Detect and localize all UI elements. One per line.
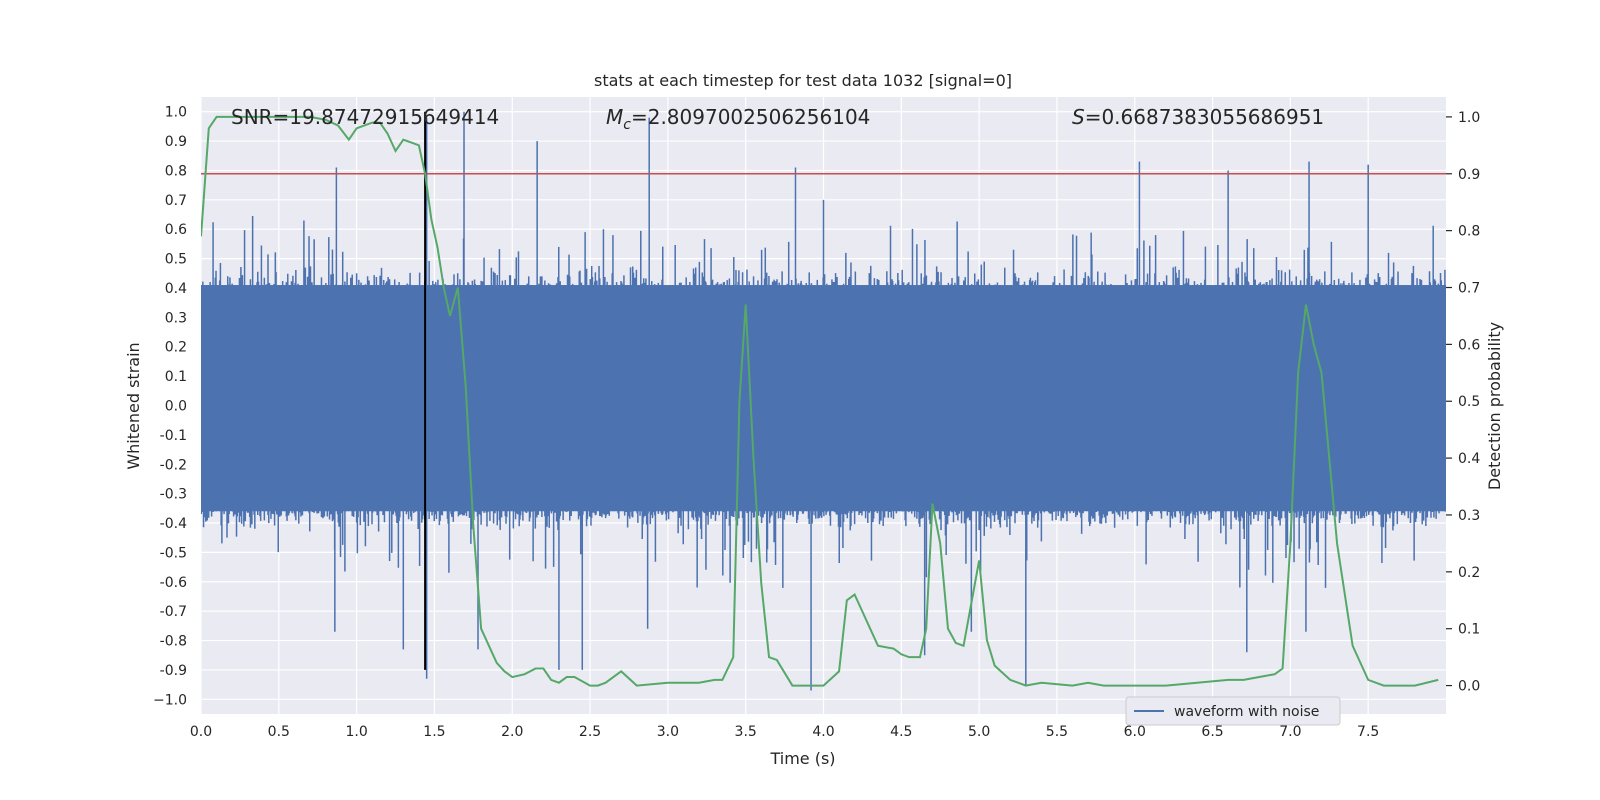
y-right-tick-label: 1.0 (1458, 110, 1480, 126)
y-left-tick-label: -0.7 (160, 604, 187, 620)
y-left-tick-label: 0.0 (165, 399, 187, 415)
y-left-tick-label: −1.0 (153, 692, 187, 708)
y-right-tick-label: 0.2 (1458, 565, 1480, 581)
y-left-tick-label: 0.1 (165, 369, 187, 385)
legend-entry-waveform: waveform with noise (1174, 704, 1319, 720)
y-right-axis-ticks: 1.0 0.9 0.8 0.7 0.6 0.5 0.4 0.3 0.2 0.1 0.0 (1446, 110, 1480, 695)
series-detection-probability-line (201, 115, 1439, 687)
x-tick-label: 0.5 (268, 724, 290, 740)
y-left-tick-label: 0.5 (165, 252, 187, 268)
y-right-axis-label: Detection probability (1485, 322, 1504, 490)
chart-title: stats at each timestep for test data 103… (594, 71, 1012, 90)
y-right-tick-label: 0.6 (1458, 337, 1480, 353)
x-tick-label: 6.0 (1124, 724, 1146, 740)
y-left-tick-label: 0.9 (165, 134, 187, 150)
x-tick-label: 3.0 (657, 724, 679, 740)
x-tick-label: 4.5 (890, 724, 912, 740)
y-right-tick-label: 0.9 (1458, 167, 1480, 183)
x-axis-label: Time (s) (769, 749, 835, 768)
series-waveform-with-noise (201, 111, 1446, 691)
y-left-axis-label: Whitened strain (124, 342, 143, 469)
y-right-tick-label: 0.4 (1458, 451, 1480, 467)
annotation-snr: SNR=19.87472915649414 (231, 105, 499, 129)
x-tick-label: 5.0 (968, 724, 990, 740)
y-left-tick-label: -0.1 (160, 428, 187, 444)
x-tick-label: 1.0 (345, 724, 367, 740)
annotation-s: S=0.6687383055686951 (1072, 105, 1324, 129)
y-left-tick-label: 0.7 (165, 193, 187, 209)
y-left-tick-label: -0.3 (160, 487, 187, 503)
x-tick-label: 2.0 (501, 724, 523, 740)
y-right-tick-label: 0.0 (1458, 679, 1480, 695)
annotation-chirp-mass: Mc=2.8097002506256104 (606, 105, 870, 133)
x-axis-ticks: 0.0 0.5 1.0 1.5 2.0 2.5 3.0 3.5 4.0 4.5 5.0 5.5 6.0 6… (190, 724, 1379, 740)
y-left-tick-label: 0.3 (165, 310, 187, 326)
y-left-tick-label: 0.6 (165, 222, 187, 238)
x-tick-label: 6.5 (1201, 724, 1223, 740)
y-right-tick-label: 0.8 (1458, 224, 1480, 240)
y-left-tick-label: 0.8 (165, 163, 187, 179)
x-tick-label: 3.5 (735, 724, 757, 740)
y-left-tick-label: -0.8 (160, 634, 187, 650)
y-left-tick-label: 1.0 (165, 105, 187, 121)
x-tick-label: 1.5 (423, 724, 445, 740)
y-left-axis-ticks: 1.0 0.9 0.8 0.7 0.6 0.5 0.4 0.3 0.2 0.1 0.0 -0.1 -0.… (153, 105, 187, 709)
x-tick-label: 4.0 (812, 724, 834, 740)
y-left-tick-label: -0.9 (160, 663, 187, 679)
x-tick-label: 2.5 (579, 724, 601, 740)
y-left-tick-label: -0.4 (160, 516, 187, 532)
y-left-tick-label: -0.6 (160, 575, 187, 591)
y-left-tick-label: 0.2 (165, 340, 187, 356)
x-tick-label: 7.0 (1279, 724, 1301, 740)
y-right-tick-label: 0.1 (1458, 622, 1480, 638)
y-left-tick-label: -0.2 (160, 457, 187, 473)
y-left-tick-label: -0.5 (160, 545, 187, 561)
x-tick-label: 5.5 (1046, 724, 1068, 740)
y-left-tick-label: 0.4 (165, 281, 187, 297)
legend-box (1125, 696, 1341, 726)
x-tick-label: 0.0 (190, 724, 212, 740)
legend: waveform with noise (1125, 696, 1341, 726)
plot-content (201, 111, 1446, 691)
y-right-tick-label: 0.7 (1458, 281, 1480, 297)
y-right-tick-label: 0.5 (1458, 394, 1480, 410)
x-tick-label: 7.5 (1357, 724, 1379, 740)
y-right-tick-label: 0.3 (1458, 508, 1480, 524)
